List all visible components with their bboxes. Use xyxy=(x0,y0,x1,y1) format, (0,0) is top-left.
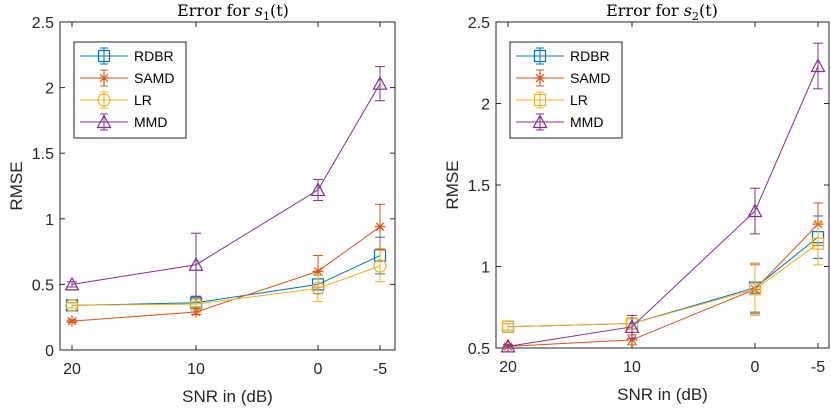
chart-1-ytick-label: 0 xyxy=(45,343,54,360)
chart-1: 0 0.5 1 1.5 2 2.5 20 10 0 -5 SNR in (dB) RMSE Error … xyxy=(7,1,396,406)
chart-1-legend-label: RDBR xyxy=(134,48,174,64)
chart-1-ytick-label: 1 xyxy=(45,212,54,229)
chart-1-ytick-label: 1.5 xyxy=(32,146,54,163)
chart-2-title-arg: (t) xyxy=(699,1,718,20)
chart-2-point-samd xyxy=(626,334,638,346)
chart-2: 0.5 1 1.5 2 2.5 20 10 0 -5 SNR in (dB) RMSE Error f… xyxy=(443,1,830,404)
chart-1-point-lr xyxy=(373,259,387,273)
chart-1-xlabel: SNR in (dB) xyxy=(182,387,273,406)
chart-2-legend-label: LR xyxy=(570,92,588,108)
chart-2-series-lr xyxy=(501,221,825,333)
chart-1-xtick-label: 0 xyxy=(314,361,323,378)
chart-1-legend-label: LR xyxy=(134,92,152,108)
chart-2-ylabel: RMSE xyxy=(443,160,462,209)
chart-1-legend-marker-mmd xyxy=(96,114,112,129)
chart-1-title: Error for s1(t) xyxy=(177,1,289,23)
chart-2-point-lr xyxy=(748,283,762,296)
chart-2-legend-label: MMD xyxy=(570,114,603,130)
chart-2-ytick-label: 0.5 xyxy=(468,341,490,358)
chart-1-line-mmd xyxy=(71,83,381,285)
chart-2-point-mmd xyxy=(810,58,826,73)
chart-2-legend-label: RDBR xyxy=(570,48,610,64)
chart-2-title-text: Error for xyxy=(606,1,684,20)
chart-1-point-samd xyxy=(190,306,202,318)
chart-2-xtick-label: 10 xyxy=(623,359,641,376)
chart-2-ytick-label: 2 xyxy=(481,97,490,114)
chart-2-legend: RDBR SAMD LR MMD xyxy=(509,41,623,139)
chart-2-ytick-label: 1 xyxy=(481,260,490,277)
chart-1-ytick-label: 2 xyxy=(45,81,54,98)
chart-1-ytick-label: 0.5 xyxy=(32,277,54,294)
chart-2-line-lr xyxy=(507,243,819,328)
chart-2-legend-marker-mmd xyxy=(532,114,548,129)
chart-1-point-mmd xyxy=(188,256,204,271)
chart-1-legend: RDBR SAMD LR MMD xyxy=(73,41,187,139)
chart-1-point-lr xyxy=(311,281,325,295)
chart-1-point-samd xyxy=(374,221,386,233)
chart-2-legend-marker-lr xyxy=(533,93,547,107)
chart-1-point-lr xyxy=(189,297,203,311)
chart-2-ytick-label: 2.5 xyxy=(468,15,490,32)
chart-1-xtick-label: 10 xyxy=(187,361,205,378)
chart-1-point-samd xyxy=(66,315,78,327)
chart-1-legend-label: SAMD xyxy=(134,70,174,86)
chart-2-point-mmd xyxy=(624,319,640,333)
chart-1-line-lr xyxy=(71,265,381,306)
chart-2-title: Error for s2(t) xyxy=(606,1,718,23)
chart-2-series-mmd xyxy=(500,42,826,353)
chart-2-line-samd xyxy=(507,223,819,347)
chart-1-xtick-label: -5 xyxy=(373,361,387,378)
chart-2-point-lr xyxy=(501,320,515,333)
chart-1-series-mmd xyxy=(64,66,388,297)
chart-1-title-var: s xyxy=(255,1,263,20)
chart-1-legend-label: MMD xyxy=(134,114,167,130)
chart-1-point-mmd xyxy=(310,182,326,197)
chart-1-title-sub: 1 xyxy=(263,10,270,23)
chart-2-ytick-label: 1.5 xyxy=(468,178,490,195)
chart-1-point-lr xyxy=(65,298,79,312)
chart-2-xlabel: SNR in (dB) xyxy=(617,385,708,404)
chart-1-line-rdbr xyxy=(71,255,381,306)
chart-1-title-arg: (t) xyxy=(270,1,289,20)
chart-2-xtick-label: 20 xyxy=(499,359,517,376)
chart-1-point-mmd xyxy=(64,276,80,291)
chart-2-legend-label: SAMD xyxy=(570,70,610,86)
chart-2-line-mmd xyxy=(507,65,819,347)
chart-1-ylabel: RMSE xyxy=(7,161,26,210)
chart-1-legend-marker-lr xyxy=(97,93,111,107)
chart-2-point-lr xyxy=(811,237,825,250)
chart-2-point-mmd xyxy=(747,203,763,218)
chart-2-title-var: s xyxy=(684,1,692,20)
chart-1-ytick-label: 2.5 xyxy=(32,15,54,32)
chart-2-xtick-label: 0 xyxy=(751,359,760,376)
chart-2-xtick-label: -5 xyxy=(811,359,825,376)
chart-1-series-lr xyxy=(65,249,387,312)
chart-2-legend-marker-rdbr xyxy=(533,49,547,63)
chart-2-point-mmd xyxy=(500,338,516,353)
chart-1-line-samd xyxy=(71,226,381,322)
chart-1-point-samd xyxy=(312,265,324,277)
chart-1-xtick-label: 20 xyxy=(63,361,81,378)
chart-1-series-samd xyxy=(66,203,386,327)
chart-2-legend-marker-samd xyxy=(534,72,546,84)
chart-1-point-mmd xyxy=(372,75,388,90)
chart-1-legend-marker-rdbr xyxy=(97,49,111,63)
chart-2-title-sub: 2 xyxy=(692,10,699,23)
chart-1-title-text: Error for xyxy=(177,1,255,20)
chart-1-legend-marker-samd xyxy=(98,72,110,84)
